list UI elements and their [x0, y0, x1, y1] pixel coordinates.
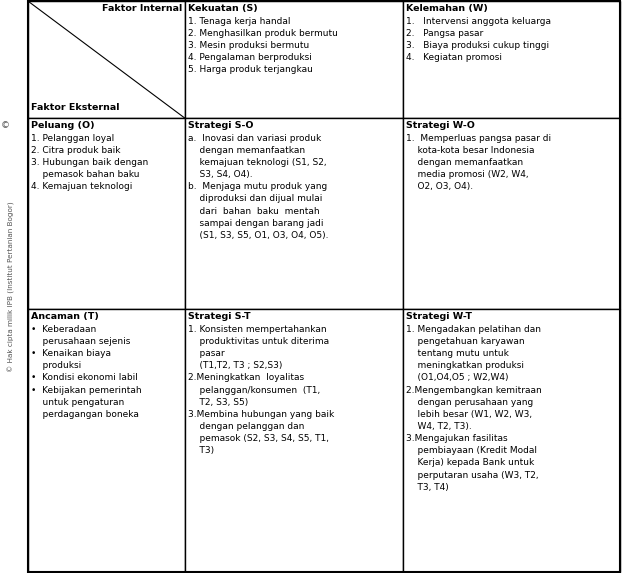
Text: Faktor Internal: Faktor Internal [102, 4, 182, 13]
Text: ©: © [1, 121, 10, 131]
Bar [402, 309, 620, 572]
Bar [28, 1, 185, 118]
Text: Ancaman (T): Ancaman (T) [31, 312, 99, 321]
Bar [402, 118, 620, 309]
Text: Kelemahan (W): Kelemahan (W) [406, 4, 488, 13]
Text: Peluang (O): Peluang (O) [31, 121, 95, 130]
Text: 1. Pelanggan loyal
2. Citra produk baik
3. Hubungan baik dengan
    pemasok baha: 1. Pelanggan loyal 2. Citra produk baik … [31, 134, 148, 191]
Text: 1.  Memperluas pangsa pasar di
    kota-kota besar Indonesia
    dengan memanfaa: 1. Memperluas pangsa pasar di kota-kota … [406, 134, 551, 191]
Bar [28, 309, 185, 572]
Text: a.  Inovasi dan variasi produk
    dengan memanfaatkan
    kemajuan teknologi (S: a. Inovasi dan variasi produk dengan mem… [188, 134, 328, 240]
Text: Strategi S-T: Strategi S-T [188, 312, 250, 321]
Text: Strategi W-O: Strategi W-O [406, 121, 475, 130]
Bar [28, 118, 185, 309]
Text: 1.   Intervensi anggota keluarga
2.   Pangsa pasar
3.   Biaya produksi cukup tin: 1. Intervensi anggota keluarga 2. Pangsa… [406, 17, 551, 62]
Text: 1. Mengadakan pelatihan dan
    pengetahuan karyawan
    tentang mutu untuk
    : 1. Mengadakan pelatihan dan pengetahuan … [406, 325, 541, 492]
Bar [185, 1, 402, 118]
Bar [185, 309, 402, 572]
Text: Faktor Eksternal: Faktor Eksternal [31, 103, 120, 112]
Bar [185, 118, 402, 309]
Text: 1. Konsisten mempertahankan
    produktivitas untuk diterima
    pasar
    (T1,T: 1. Konsisten mempertahankan produktivita… [188, 325, 335, 456]
Text: Strategi W-T: Strategi W-T [406, 312, 472, 321]
Text: © Hak cipta milik IPB (Institut Pertanian Bogor): © Hak cipta milik IPB (Institut Pertania… [7, 201, 15, 372]
Text: •  Keberadaan
    perusahaan sejenis
•  Kenaikan biaya
    produksi
•  Kondisi e: • Keberadaan perusahaan sejenis • Kenaik… [31, 325, 142, 419]
Bar [402, 1, 620, 118]
Text: 1. Tenaga kerja handal
2. Menghasilkan produk bermutu
3. Mesin produksi bermutu
: 1. Tenaga kerja handal 2. Menghasilkan p… [188, 17, 338, 74]
Text: Kekuatan (S): Kekuatan (S) [188, 4, 258, 13]
Text: Strategi S-O: Strategi S-O [188, 121, 254, 130]
